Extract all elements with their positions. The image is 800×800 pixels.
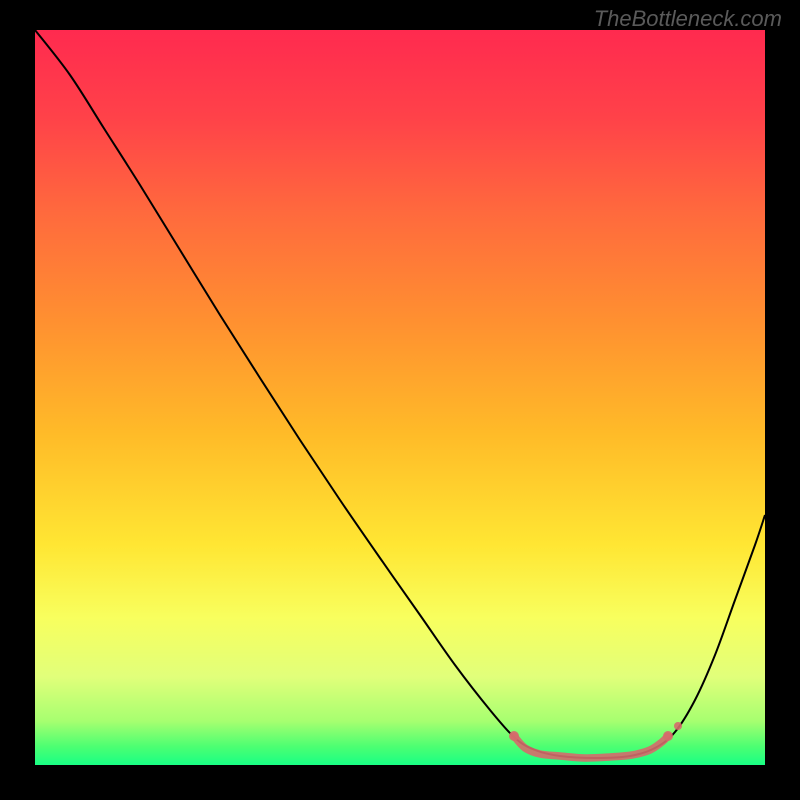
bottleneck-curve: [35, 30, 765, 758]
marker-dots: [509, 722, 682, 741]
marker-dot: [674, 722, 682, 730]
chart-container: { "chart": { "type": "line-over-gradient…: [0, 0, 800, 800]
watermark-text: TheBottleneck.com: [594, 6, 782, 32]
marker-dot: [663, 731, 673, 741]
optimal-marker-band: [514, 736, 668, 758]
marker-dot: [509, 731, 519, 741]
chart-svg: [0, 0, 800, 800]
